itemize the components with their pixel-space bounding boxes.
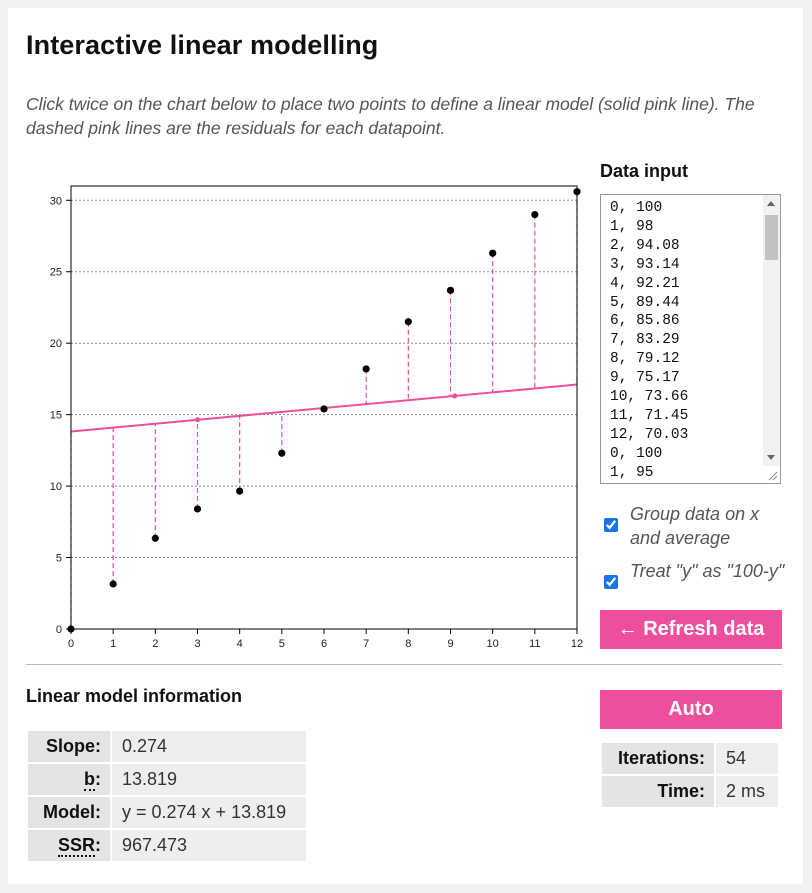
data-point <box>362 365 370 373</box>
data-point <box>320 405 328 413</box>
data-point <box>446 286 455 294</box>
y-tick-label: 10 <box>50 481 62 493</box>
data-input-line: 0, 100 <box>610 200 663 216</box>
table-row: Time: 2 ms <box>602 776 778 807</box>
table-row: Slope: 0.274 <box>28 731 306 762</box>
data-input-line: 8, 79.12 <box>610 351 680 368</box>
b-value: 13.819 <box>112 764 306 795</box>
x-tick-label: 2 <box>152 638 158 650</box>
data-point <box>404 318 412 326</box>
data-point <box>193 505 202 513</box>
page-title: Interactive linear modelling <box>26 30 379 60</box>
treat-y-label[interactable]: Treat "y" as "100-y" <box>630 561 785 581</box>
data-point <box>151 534 159 542</box>
y-tick-label: 0 <box>56 624 62 636</box>
app-card: Interactive linear modelling Click twice… <box>8 8 803 884</box>
data-input-line: 0, 100 <box>610 445 663 462</box>
data-input-line: 12, 70.03 <box>610 426 689 443</box>
data-input-line: 1, 98 <box>610 218 654 235</box>
data-input-line: 10, 73.66 <box>610 389 689 406</box>
data-input-line: 5, 89.44 <box>610 294 680 311</box>
x-tick-label: 12 <box>571 638 583 650</box>
data-point <box>236 487 244 495</box>
data-input-line: 7, 83.29 <box>610 332 680 349</box>
table-row: Model: y = 0.274 x + 13.819 <box>28 797 306 828</box>
data-input-line: 11, 71.45 <box>610 407 689 424</box>
slope-value: 0.274 <box>112 731 306 762</box>
data-input-line: 4, 92.21 <box>610 275 680 292</box>
y-tick-label: 5 <box>56 553 62 565</box>
group-data-checkbox[interactable] <box>604 518 618 532</box>
x-tick-label: 0 <box>68 638 74 650</box>
x-tick-label: 8 <box>405 638 411 650</box>
section-divider <box>26 664 782 665</box>
group-data-label[interactable]: Group data on x and average <box>630 504 760 548</box>
data-input-textarea[interactable]: 0, 100 1, 98 2, 94.08 3, 93.14 4, 92.21 5, 89… <box>600 194 781 484</box>
scroll-up-icon[interactable] <box>767 201 775 206</box>
model-anchor-point <box>452 393 458 399</box>
table-row: Iterations: 54 <box>602 743 778 774</box>
y-tick-label: 30 <box>50 195 62 207</box>
ssr-value: 967.473 <box>112 830 306 861</box>
data-points <box>67 188 581 633</box>
y-tick-label: 20 <box>50 338 62 350</box>
scroll-thumb[interactable] <box>765 215 778 260</box>
time-value: 2 ms <box>716 776 778 807</box>
x-tick-label: 3 <box>194 638 200 650</box>
grid-lines <box>71 199 577 559</box>
table-row: b: 13.819 <box>28 764 306 795</box>
x-tick-label: 7 <box>363 638 369 650</box>
slope-label: Slope: <box>28 731 110 762</box>
model-info-heading: Linear model information <box>26 686 243 706</box>
x-tick-label: 4 <box>237 638 243 650</box>
x-tick-label: 9 <box>447 638 453 650</box>
x-tick-label: 1 <box>110 638 116 650</box>
b-label-cell: b: <box>28 764 110 795</box>
iterations-table: Iterations: 54 Time: 2 ms <box>600 741 780 809</box>
time-label: Time: <box>602 776 714 807</box>
table-row: SSR: 967.473 <box>28 830 306 861</box>
data-input-line: 1, 95 <box>610 464 654 481</box>
treat-y-checkbox[interactable] <box>604 575 618 589</box>
ssr-label-cell: SSR: <box>28 830 110 861</box>
data-point <box>531 210 539 219</box>
chart-frame <box>70 185 578 630</box>
data-input-line: 2, 94.08 <box>610 237 680 254</box>
ssr-label[interactable]: SSR <box>57 835 95 857</box>
data-input-line: 6, 85.86 <box>610 313 680 330</box>
data-input-content: 0, 100 1, 98 2, 94.08 3, 93.14 4, 92.21 5, 89… <box>610 199 688 483</box>
refresh-data-button[interactable]: ← Refresh data <box>600 610 782 649</box>
iterations-label: Iterations: <box>602 743 714 774</box>
model-label: Model: <box>28 797 110 828</box>
x-tick-label: 6 <box>321 638 327 650</box>
x-tick-label: 10 <box>487 638 499 650</box>
model-anchor-point <box>195 417 200 423</box>
iterations-value: 54 <box>716 743 778 774</box>
data-point <box>573 188 581 196</box>
y-tick-label: 25 <box>50 267 62 279</box>
data-point <box>67 625 75 633</box>
model-info-table: Slope: 0.274 b: 13.819 Model: y = 0.274 … <box>26 729 308 863</box>
data-input-line: 9, 75.17 <box>610 370 680 387</box>
data-point <box>109 580 117 588</box>
b-label[interactable]: b <box>84 769 95 791</box>
x-tick-label: 5 <box>279 638 285 650</box>
data-input-label: Data input <box>600 161 688 181</box>
instructions-text: Click twice on the chart below to place … <box>26 94 755 138</box>
x-tick-label: 11 <box>529 638 540 650</box>
textarea-scrollbar[interactable] <box>763 195 780 466</box>
data-point <box>489 249 497 257</box>
data-input-line: 3, 93.14 <box>610 256 680 273</box>
resize-grip-icon[interactable] <box>766 469 778 481</box>
scroll-down-icon[interactable] <box>767 455 775 460</box>
model-value: y = 0.274 x + 13.819 <box>112 797 306 828</box>
y-tick-label: 15 <box>50 410 62 422</box>
auto-button[interactable]: Auto <box>600 690 782 729</box>
data-point <box>278 449 286 457</box>
